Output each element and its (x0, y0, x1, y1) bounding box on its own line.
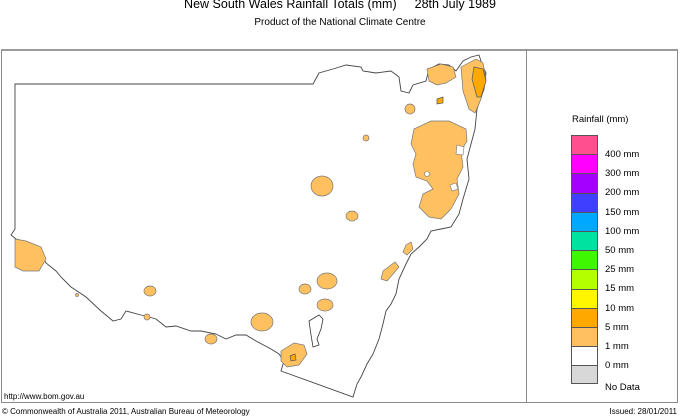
legend-swatch (571, 288, 598, 308)
title-text: New South Wales Rainfall Totals (mm) (184, 0, 397, 11)
no-rain-holes (424, 144, 465, 192)
legend-color-bar (571, 135, 598, 385)
nsw-state-outline (10, 54, 487, 398)
rainfall-1mm-areas (14, 58, 487, 368)
legend-nodata-label: No Data (605, 382, 640, 393)
legend-swatch (571, 269, 598, 289)
legend-label: 25 mm (605, 264, 635, 276)
source-url[interactable]: http://www.bom.gov.au (4, 392, 85, 401)
legend-label: 400 mm (605, 149, 640, 160)
legend-swatch (571, 346, 598, 366)
copyright-notice: © Commonwealth of Australia 2011, Austra… (2, 407, 250, 416)
legend-swatch (571, 135, 598, 155)
legend-swatch (571, 173, 598, 193)
issued-date: Issued: 28/01/2011 (609, 407, 677, 416)
chart-frame (1, 49, 678, 403)
legend-label: 0 mm (605, 360, 629, 372)
map-subtitle: Product of the National Climate Centre (254, 17, 426, 28)
legend-label: 100 mm (605, 225, 640, 237)
legend-label: 10 mm (605, 302, 635, 314)
act-outline (308, 314, 324, 348)
legend-swatch (571, 326, 598, 347)
legend-swatch (571, 211, 598, 231)
map-panel (1, 49, 527, 403)
legend-label: 1 mm (605, 341, 629, 352)
title-date: 28th July 1989 (414, 0, 496, 11)
legend-label: 200 mm (605, 187, 640, 199)
nsw-rainfall-map (10, 54, 487, 398)
legend-swatch (571, 307, 598, 327)
legend-label: 150 mm (605, 206, 640, 218)
legend-label: 300 mm (605, 168, 640, 180)
legend-label: 5 mm (605, 321, 629, 333)
legend-swatch (571, 230, 598, 251)
legend-swatch (571, 250, 598, 270)
legend-title: Rainfall (mm) (572, 114, 629, 125)
legend-swatch (571, 154, 598, 174)
legend-swatch (571, 192, 598, 212)
map-title: New South Wales Rainfall Totals (mm) 28th… (0, 0, 680, 11)
legend-label: 15 mm (605, 283, 635, 295)
rainfall-5mm-areas (289, 66, 487, 362)
legend-swatch (571, 365, 598, 385)
legend-label: 50 mm (605, 245, 635, 256)
